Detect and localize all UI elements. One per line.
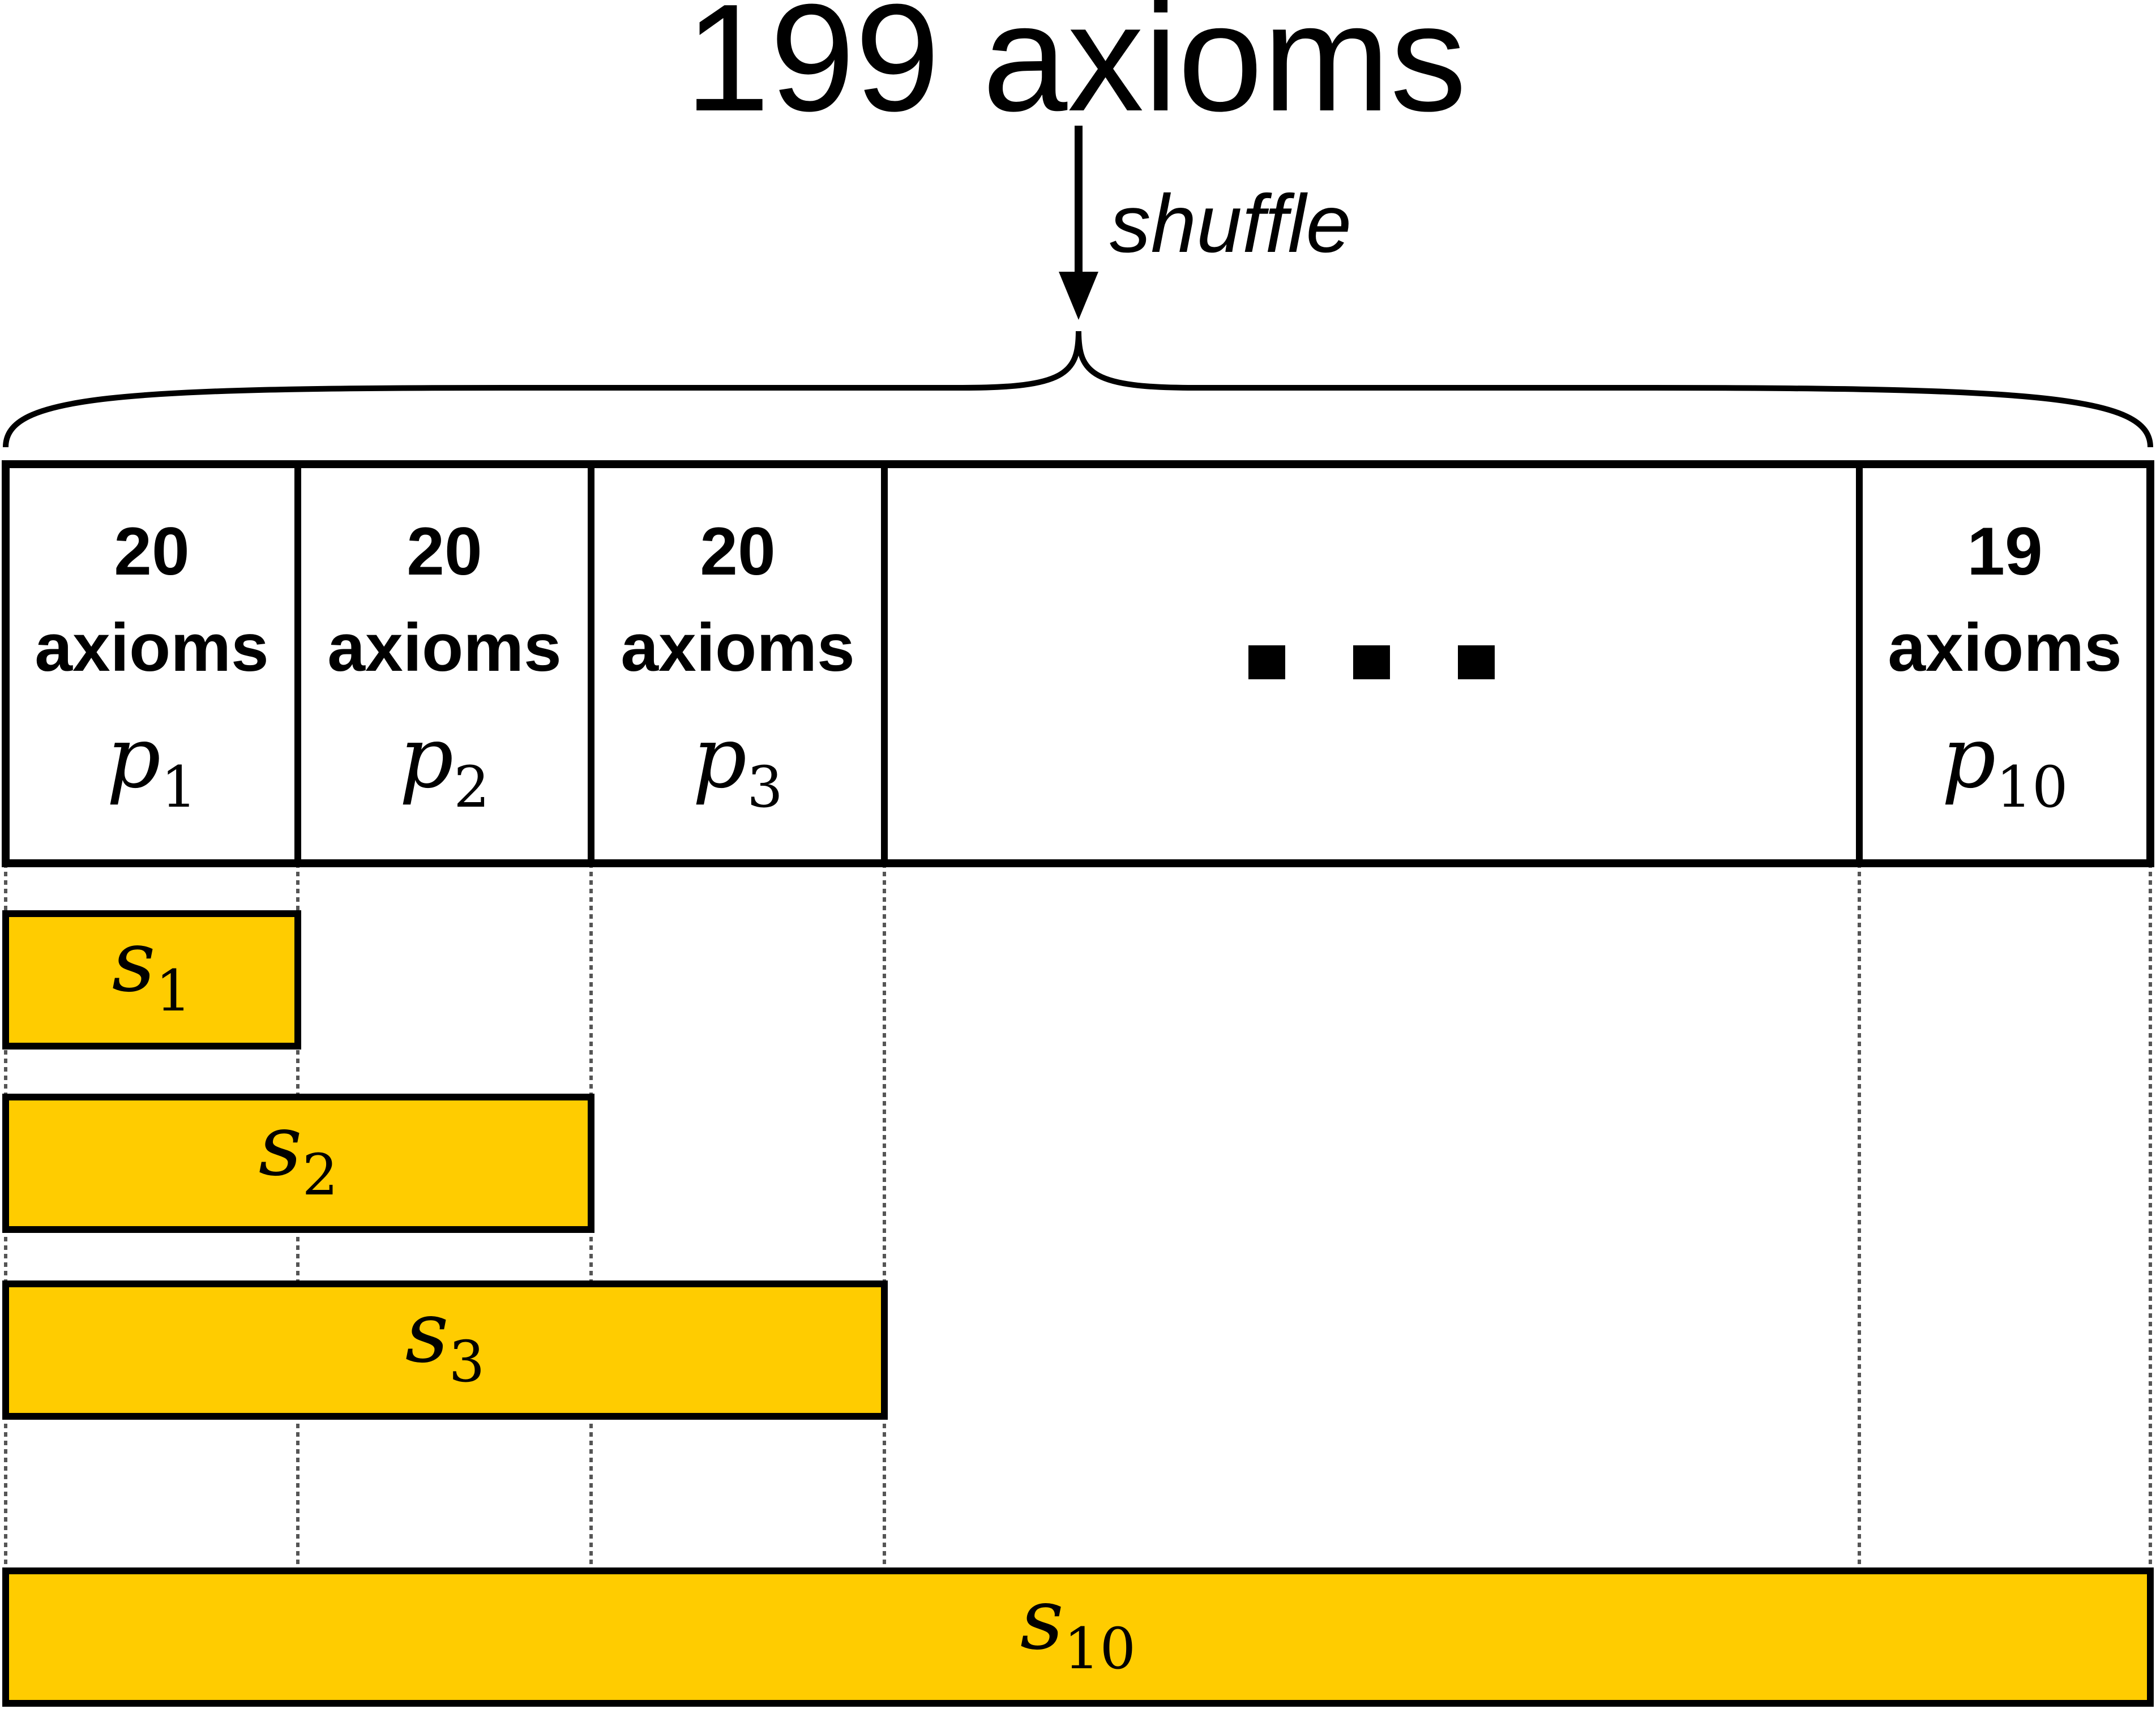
subset-var: s (112, 913, 156, 1011)
curly-brace (3, 331, 2153, 448)
ellipsis-dot (1353, 645, 1390, 679)
subset-bar (2, 1280, 888, 1420)
ellipsis-dot (1248, 645, 1285, 679)
shuffle-label: shuffle (1110, 178, 1351, 269)
partition-label: p10 (1941, 709, 2068, 820)
partition-var: p (692, 709, 747, 807)
partition-sub: 1 (161, 754, 197, 820)
ellipsis-dot (1458, 645, 1495, 679)
partition-label: p3 (692, 709, 783, 820)
subset-s10: s10 (2, 1567, 2154, 1707)
subset-bar (2, 910, 301, 1050)
partition-bar (2, 460, 2154, 867)
partition-count: 20 (114, 513, 189, 589)
subset-s3: s3 (2, 1280, 888, 1420)
subset-var: s (405, 1283, 449, 1382)
subset-sub: 10 (1064, 1616, 1136, 1682)
partition-label: p2 (399, 709, 490, 820)
partition-unit: axioms (1888, 610, 2122, 686)
partition-sub: 10 (1996, 754, 2068, 820)
subset-sub: 3 (449, 1329, 485, 1395)
ellipsis-partition (1248, 645, 1495, 679)
partition-var: p (1941, 709, 1996, 807)
shuffle-arrow (1059, 126, 1098, 320)
subset-label: s10 (1020, 1570, 1136, 1682)
subset-s1: s1 (2, 910, 301, 1050)
title: 199 axioms (685, 0, 1467, 143)
subset-var: s (259, 1096, 302, 1195)
partition-count: 19 (1967, 513, 2042, 589)
partition-unit: axioms (621, 610, 855, 686)
partition-count: 20 (700, 513, 775, 589)
subset-label: s2 (259, 1096, 339, 1208)
partition-count: 20 (407, 513, 482, 589)
partition-var: p (106, 709, 161, 807)
subset-label: s3 (405, 1283, 485, 1395)
partition-p1: 20 axioms p1 (35, 513, 269, 820)
subset-sub: 1 (156, 958, 192, 1024)
partition-sub: 2 (454, 754, 490, 820)
partition-var: p (399, 709, 454, 807)
partition-p3: 20 axioms p3 (621, 513, 855, 820)
subset-s2: s2 (2, 1094, 594, 1233)
subset-sub: 2 (302, 1142, 339, 1208)
subset-label: s1 (112, 913, 192, 1024)
partition-p2: 20 axioms p2 (327, 513, 562, 820)
subset-bar (2, 1094, 594, 1233)
subset-bar (2, 1567, 2154, 1707)
partition-unit: axioms (35, 610, 269, 686)
partition-sub: 3 (747, 754, 783, 820)
partition-p10: 19 axioms p10 (1888, 513, 2122, 820)
partition-separators (294, 464, 1863, 863)
partition-label: p1 (106, 709, 197, 820)
partition-unit: axioms (327, 610, 562, 686)
subset-var: s (1020, 1570, 1064, 1669)
